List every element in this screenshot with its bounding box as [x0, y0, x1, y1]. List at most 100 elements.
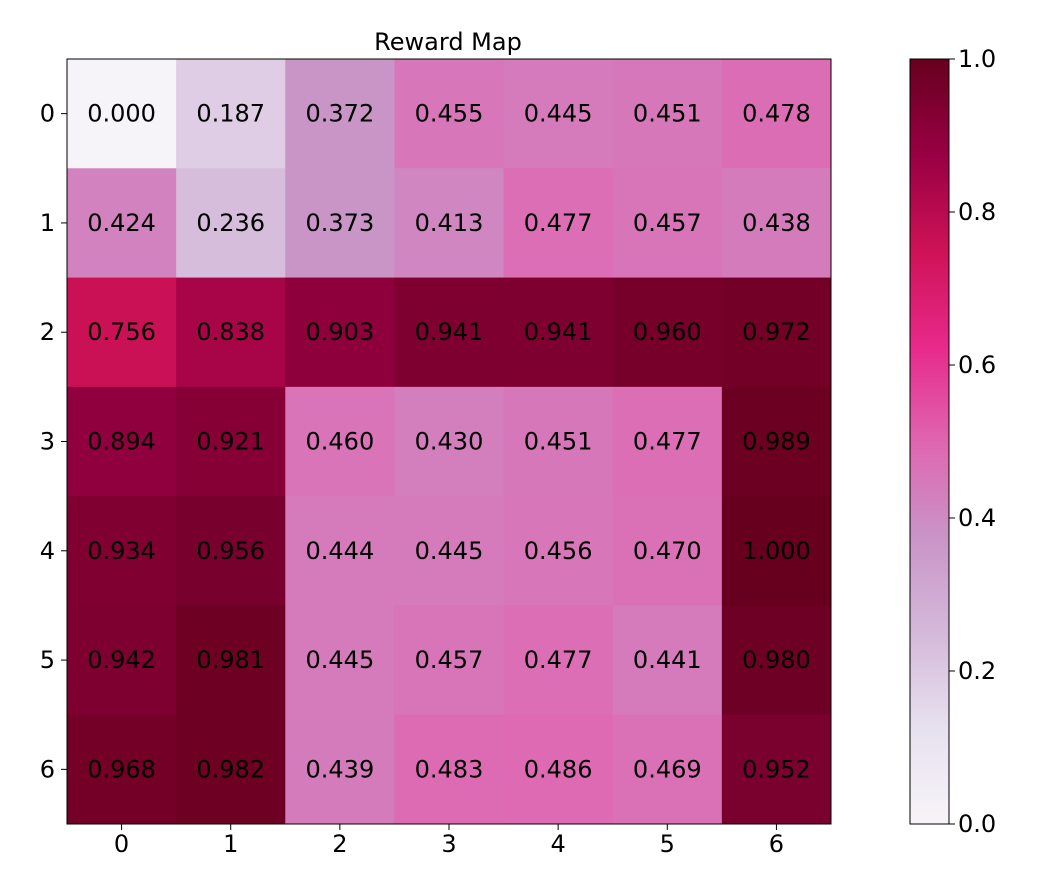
- x-tick-label: 5: [660, 830, 675, 858]
- cell-value-label: 0.903: [306, 318, 375, 346]
- y-tick-label: 4: [40, 537, 55, 565]
- cell-value-label: 0.956: [196, 537, 265, 565]
- cell-value-label: 0.236: [196, 209, 265, 237]
- y-tick-label: 0: [40, 100, 55, 128]
- heatmap-cell: [394, 277, 505, 388]
- y-tick-label: 5: [40, 646, 55, 674]
- cell-value-label: 0.483: [415, 755, 484, 783]
- heatmap-cell: [721, 59, 832, 169]
- cell-value-label: 0.456: [524, 537, 593, 565]
- cell-value-label: 0.989: [742, 428, 811, 456]
- heatmap-cell: [67, 59, 177, 169]
- cell-value-label: 0.457: [415, 646, 484, 674]
- cell-value-label: 0.372: [306, 100, 375, 128]
- y-tick-label: 3: [40, 428, 55, 456]
- cell-value-label: 0.439: [306, 755, 375, 783]
- heatmap-cell: [503, 386, 614, 497]
- heatmap-cell: [721, 714, 832, 825]
- heatmap-cells: [67, 59, 832, 825]
- cell-value-label: 0.952: [742, 755, 811, 783]
- heatmap-cell: [612, 59, 723, 169]
- cell-value-label: 0.972: [742, 318, 811, 346]
- heatmap-cell: [176, 714, 286, 825]
- cell-value-label: 0.413: [415, 209, 484, 237]
- heatmap-cell: [394, 605, 505, 716]
- heatmap-cell: [612, 496, 723, 606]
- cell-value-label: 0.445: [524, 100, 593, 128]
- cell-value-label: 0.430: [415, 428, 484, 456]
- x-tick-label: 6: [769, 830, 784, 858]
- cell-value-label: 0.838: [196, 318, 265, 346]
- cell-value-label: 0.982: [196, 755, 265, 783]
- cell-value-label: 0.981: [196, 646, 265, 674]
- cell-value-label: 0.756: [87, 318, 156, 346]
- x-tick-label: 1: [223, 830, 238, 858]
- y-tick-label: 1: [40, 209, 55, 237]
- cell-value-label: 0.941: [415, 318, 484, 346]
- heatmap-cell: [285, 605, 395, 716]
- heatmap-cell: [612, 386, 723, 497]
- cell-value-label: 0.445: [415, 537, 484, 565]
- cell-value-label: 0.960: [633, 318, 702, 346]
- cell-value-label: 0.470: [633, 537, 702, 565]
- y-tick-label: 2: [40, 318, 55, 346]
- colorbar-ticks: 0.0 0.2 0.4 0.6 0.8 1.0: [949, 45, 996, 838]
- heatmap-cell: [67, 277, 177, 388]
- x-tick-label: 4: [551, 830, 566, 858]
- cell-value-label: 0.478: [742, 100, 811, 128]
- heatmap-cell: [721, 605, 832, 716]
- y-axis: 0 1 2 3 4 5 6: [40, 100, 67, 783]
- cell-value-label: 0.451: [633, 100, 702, 128]
- heatmap-cell: [176, 168, 286, 279]
- x-tick-label: 0: [114, 830, 129, 858]
- heatmap-cell: [285, 496, 395, 606]
- x-tick-label: 3: [441, 830, 456, 858]
- heatmap-cell: [67, 714, 177, 825]
- heatmap-cell: [721, 277, 832, 388]
- colorbar-gradient: [909, 58, 950, 825]
- cell-value-label: 0.980: [742, 646, 811, 674]
- heatmap-cell: [394, 714, 505, 825]
- cell-value-label: 0.486: [524, 755, 593, 783]
- heatmap-cell: [612, 277, 723, 388]
- cell-value-label: 0.373: [306, 209, 375, 237]
- heatmap-cell: [285, 386, 395, 497]
- heatmap-cell: [285, 714, 395, 825]
- heatmap-cell: [394, 168, 505, 279]
- heatmap-cell: [394, 496, 505, 606]
- heatmap-cell: [285, 277, 395, 388]
- heatmap-cell: [176, 386, 286, 497]
- cell-value-label: 0.942: [87, 646, 156, 674]
- heatmap-cell: [67, 605, 177, 716]
- y-tick-label: 6: [40, 755, 55, 783]
- cell-value-label: 0.000: [87, 100, 156, 128]
- x-axis: 0 1 2 3 4 5 6: [114, 824, 784, 858]
- cell-value-label: 0.451: [524, 428, 593, 456]
- heatmap-cell: [503, 714, 614, 825]
- heatmap-cell: [503, 605, 614, 716]
- chart-title: Reward Map: [374, 28, 522, 56]
- heatmap-cell: [612, 714, 723, 825]
- heatmap-cell: [503, 277, 614, 388]
- heatmap-cell: [721, 496, 832, 606]
- cell-value-label: 0.934: [87, 537, 156, 565]
- cell-value-label: 0.424: [87, 209, 156, 237]
- colorbar-tick-label: 0.2: [958, 657, 996, 685]
- x-tick-label: 2: [332, 830, 347, 858]
- heatmap-cell: [67, 496, 177, 606]
- cell-value-label: 0.455: [415, 100, 484, 128]
- heatmap-cell: [176, 496, 286, 606]
- cell-value-label: 0.444: [306, 537, 375, 565]
- heatmap-cell: [612, 168, 723, 279]
- colorbar-tick-label: 0.0: [958, 810, 996, 838]
- heatmap-cell: [285, 59, 395, 169]
- heatmap-cell: [503, 59, 614, 169]
- heatmap-cell: [176, 59, 286, 169]
- cell-value-label: 0.469: [633, 755, 702, 783]
- colorbar-tick-label: 0.8: [958, 198, 996, 226]
- heatmap-cell: [503, 168, 614, 279]
- heatmap-cell: [721, 168, 832, 279]
- cell-value-label: 0.477: [524, 209, 593, 237]
- heatmap-value-labels: 0.000 0.187 0.372 0.455 0.445 0.451 0.478 0.424…: [87, 100, 811, 784]
